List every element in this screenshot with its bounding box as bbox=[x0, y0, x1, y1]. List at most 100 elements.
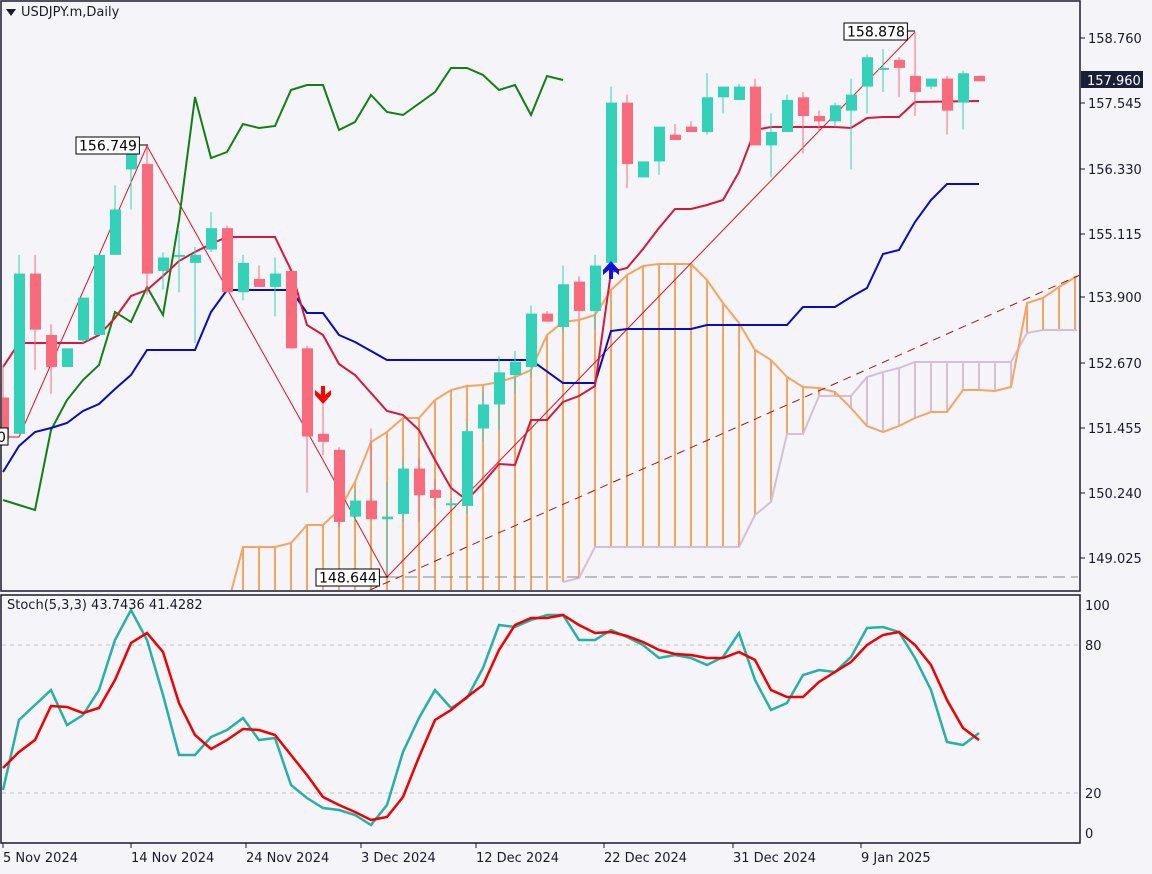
current-price-badge bbox=[1081, 71, 1143, 88]
candle bbox=[46, 324, 57, 394]
time-tick-label: 3 Dec 2024 bbox=[361, 851, 436, 866]
candle-body bbox=[238, 262, 249, 293]
candle bbox=[574, 276, 585, 319]
candle bbox=[14, 254, 25, 434]
candle bbox=[270, 257, 281, 317]
candle-body bbox=[158, 257, 169, 271]
candle bbox=[238, 254, 249, 301]
candle-body bbox=[94, 254, 105, 335]
candle-body bbox=[142, 164, 153, 274]
trendline-dashed bbox=[369, 274, 1079, 590]
candle-body bbox=[446, 503, 457, 506]
candle-body bbox=[30, 273, 41, 330]
candle-body bbox=[110, 209, 121, 255]
time-tick-label: 24 Nov 2024 bbox=[246, 851, 329, 866]
candle bbox=[782, 94, 793, 133]
candle bbox=[478, 391, 489, 442]
candle bbox=[846, 78, 857, 170]
candle bbox=[638, 161, 649, 178]
candle bbox=[718, 86, 729, 114]
candle-body bbox=[830, 105, 841, 122]
candle bbox=[222, 225, 233, 293]
price-tick-label: 151.455 bbox=[1088, 422, 1142, 437]
candle bbox=[766, 113, 777, 178]
candle-body bbox=[958, 73, 969, 103]
candle-body bbox=[558, 284, 569, 327]
candle bbox=[542, 310, 553, 322]
candle bbox=[526, 305, 537, 378]
candle-body bbox=[190, 254, 201, 263]
candle-body bbox=[622, 102, 633, 165]
tenkan-sen-line bbox=[2, 100, 980, 502]
candle-body bbox=[478, 404, 489, 429]
candle bbox=[462, 423, 473, 514]
candlesticks bbox=[2, 31, 985, 576]
candle bbox=[126, 148, 137, 210]
candle bbox=[318, 401, 329, 456]
low-label-148644: 148.644 bbox=[315, 568, 388, 587]
candle bbox=[606, 86, 617, 271]
price-tick-label: 157.545 bbox=[1088, 97, 1142, 112]
zigzag-line bbox=[2, 31, 916, 578]
candle bbox=[974, 75, 985, 82]
high-label-158878: 158.878 bbox=[843, 22, 915, 41]
candle-body bbox=[910, 75, 921, 92]
candle bbox=[414, 457, 425, 522]
symbol-title[interactable]: USDJPY.m,Daily bbox=[6, 5, 119, 20]
candle-body bbox=[542, 313, 553, 322]
candle-body bbox=[766, 132, 777, 146]
candle-body bbox=[974, 75, 985, 82]
candle bbox=[110, 185, 121, 255]
candle bbox=[446, 497, 457, 509]
time-tick-label: 12 Dec 2024 bbox=[476, 851, 559, 866]
candle bbox=[174, 230, 185, 293]
candle-body bbox=[782, 99, 793, 133]
candle bbox=[910, 31, 921, 116]
left-cut-label-box bbox=[0, 427, 9, 446]
candle-body bbox=[606, 102, 617, 263]
sell-arrow-icon bbox=[315, 386, 331, 404]
candle-body bbox=[14, 273, 25, 434]
candle bbox=[750, 78, 761, 146]
low-label-148644-text: 148.644 bbox=[319, 571, 377, 587]
candle-body bbox=[814, 115, 825, 122]
main-pane bbox=[0, 0, 1081, 592]
stoch-k-line bbox=[2, 607, 980, 827]
stoch-d-line bbox=[2, 613, 980, 822]
candle bbox=[78, 297, 89, 344]
stoch-tick-label: 80 bbox=[1085, 639, 1102, 654]
high-label-158878-text: 158.878 bbox=[847, 25, 905, 41]
price-tick-label: 150.240 bbox=[1088, 487, 1142, 502]
candle-body bbox=[414, 468, 425, 496]
candle bbox=[926, 78, 937, 90]
stoch-tick-label: 20 bbox=[1085, 787, 1102, 802]
candle-body bbox=[254, 278, 265, 287]
candle-body bbox=[654, 126, 665, 162]
candle bbox=[878, 49, 889, 92]
senkou-span-a-line bbox=[230, 263, 1078, 590]
candle-body bbox=[926, 78, 937, 87]
candle bbox=[894, 57, 905, 98]
candle-body bbox=[686, 126, 697, 133]
candle bbox=[814, 110, 825, 133]
candle-body bbox=[734, 86, 745, 100]
dropdown-triangle-icon[interactable] bbox=[6, 9, 16, 16]
candle-body bbox=[718, 86, 729, 98]
candle-body bbox=[510, 361, 521, 376]
candle-body bbox=[46, 334, 57, 368]
candle bbox=[206, 212, 217, 253]
signal-arrows: 156.749 148.644 158.878 0 bbox=[0, 22, 915, 587]
price-tick-label: 155.115 bbox=[1088, 228, 1142, 243]
candle-body bbox=[286, 270, 297, 349]
candle bbox=[798, 91, 809, 154]
candle bbox=[494, 356, 505, 432]
candle-body bbox=[942, 78, 953, 111]
candle bbox=[94, 254, 105, 335]
price-tick-label: 158.760 bbox=[1088, 32, 1142, 47]
candle-body bbox=[574, 281, 585, 311]
candle bbox=[590, 254, 601, 330]
candle bbox=[654, 126, 665, 175]
candle-body bbox=[430, 489, 441, 498]
candle bbox=[958, 70, 969, 130]
